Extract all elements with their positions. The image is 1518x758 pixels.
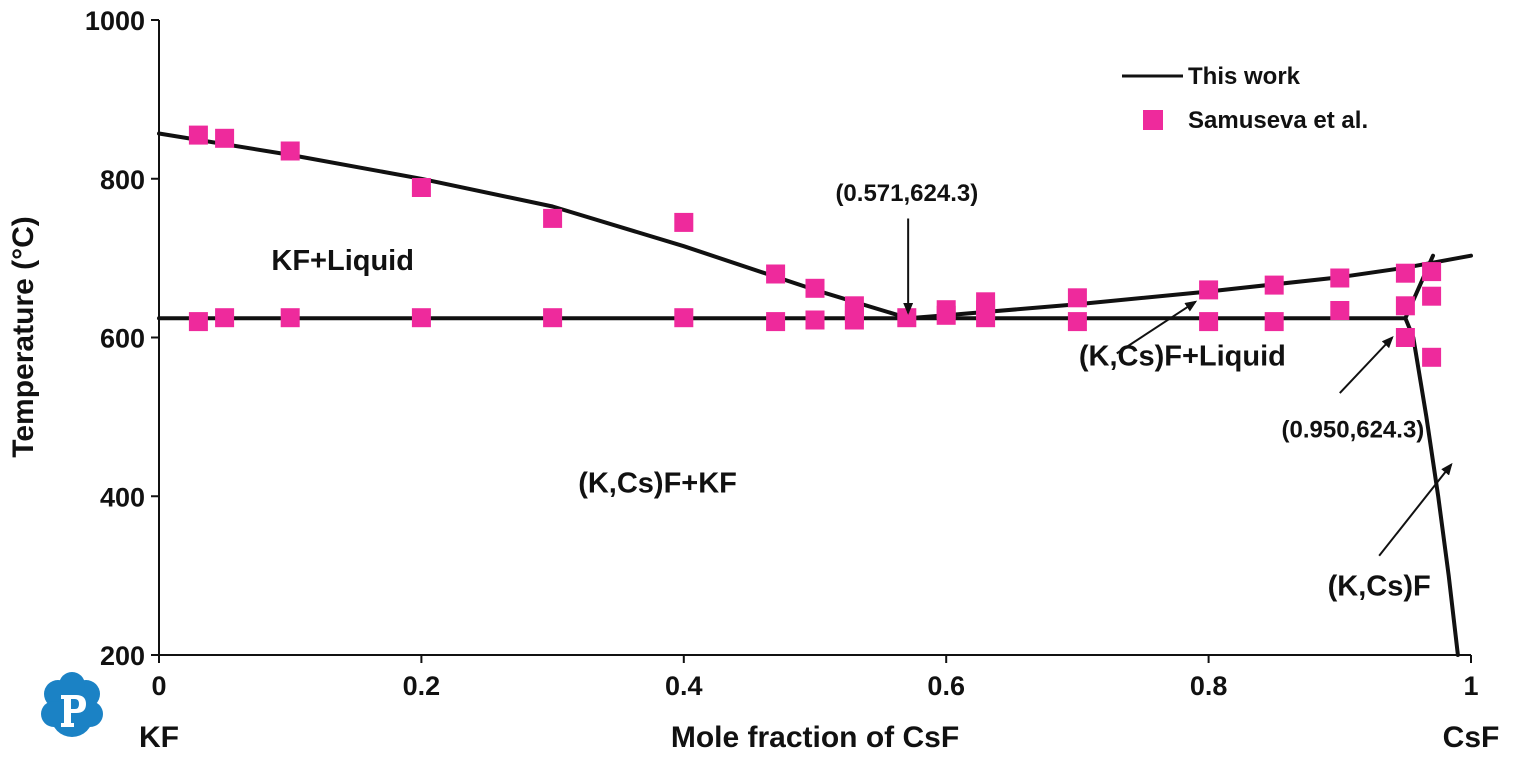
data-point-marker	[805, 310, 825, 330]
data-point-marker	[897, 308, 917, 328]
point-annotation-label: (0.571,624.3)	[835, 180, 978, 207]
axes: 0 0.2 0.4 0.6 0.8 1 200 400 600 800 1000	[85, 6, 1479, 701]
y-tick-label: 400	[100, 482, 145, 512]
data-point-marker	[976, 300, 996, 320]
data-point-marker	[1330, 268, 1350, 288]
data-point-marker	[215, 308, 235, 328]
data-point-marker	[1330, 301, 1350, 320]
legend: This work Samuseva et al.	[1122, 63, 1368, 134]
data-point-marker	[411, 308, 431, 328]
data-point-marker	[805, 278, 825, 298]
x-axis-title: Mole fraction of CsF	[671, 721, 959, 754]
data-point-marker	[543, 308, 563, 328]
annotation-arrow	[1378, 462, 1453, 557]
x-end-label-csf: CsF	[1443, 721, 1500, 754]
curve-liquidus-KF	[157, 131, 911, 321]
y-ticks: 200 400 600 800 1000	[85, 6, 159, 671]
data-point-marker	[188, 125, 208, 145]
annotation-labels: (0.571,624.3) (0.950,624.3)	[835, 180, 1424, 444]
data-point-marker	[674, 308, 694, 328]
data-point-marker	[1264, 312, 1284, 332]
data-point-marker	[1395, 263, 1415, 283]
y-tick-label: 1000	[85, 6, 145, 36]
phase-region-label: (K,Cs)F	[1328, 570, 1431, 602]
x-tick-label: 1	[1463, 671, 1478, 701]
data-point-marker	[411, 178, 431, 197]
phase-region-label: (K,Cs)F+Liquid	[1079, 340, 1286, 372]
legend-marker-swatch	[1143, 110, 1163, 130]
experimental-data-points	[188, 125, 1442, 367]
point-annotation-label: (0.950,624.3)	[1282, 417, 1425, 444]
data-point-marker	[1422, 347, 1442, 367]
region-labels: KF+Liquid (K,Cs)F+KF (K,Cs)F+Liquid (K,Cs)F	[271, 245, 1430, 602]
data-point-marker	[766, 264, 786, 284]
phase-region-label: (K,Cs)F+KF	[578, 467, 737, 499]
data-point-marker	[1395, 328, 1415, 347]
x-tick-label: 0.6	[927, 671, 965, 701]
data-point-marker	[1199, 312, 1219, 332]
y-axis-title: Temperature (°C)	[7, 216, 40, 457]
data-point-marker	[215, 128, 235, 148]
data-point-marker	[936, 305, 956, 325]
x-tick-label: 0	[151, 671, 166, 701]
legend-label-this-work: This work	[1188, 63, 1301, 90]
annotation-arrow	[1116, 300, 1198, 355]
data-point-marker	[543, 208, 563, 228]
x-tick-label: 0.4	[665, 671, 703, 701]
y-tick-label: 200	[100, 641, 145, 671]
curve-solvus	[1403, 316, 1460, 657]
phase-region-label: KF+Liquid	[271, 245, 414, 277]
phase-boundary-lines	[157, 131, 1473, 657]
publisher-logo-icon	[41, 672, 103, 737]
x-end-label-kf: KF	[139, 721, 179, 754]
data-point-marker	[1199, 280, 1219, 300]
data-point-marker	[1067, 288, 1087, 308]
data-point-marker	[1264, 275, 1284, 295]
data-point-marker	[188, 312, 208, 332]
x-ticks: 0 0.2 0.4 0.6 0.8 1	[151, 655, 1479, 701]
legend-label-samuseva: Samuseva et al.	[1188, 107, 1368, 134]
x-tick-label: 0.8	[1190, 671, 1228, 701]
data-point-marker	[674, 212, 694, 232]
data-point-marker	[280, 308, 300, 328]
data-point-marker	[844, 304, 864, 324]
data-point-marker	[766, 312, 786, 332]
annotation-arrow	[1339, 336, 1394, 394]
data-point-marker	[1422, 286, 1442, 306]
data-point-marker	[1395, 296, 1415, 316]
data-point-marker	[1422, 262, 1442, 282]
annotation-arrows	[903, 218, 1453, 557]
y-tick-label: 800	[100, 165, 145, 195]
y-tick-label: 600	[100, 324, 145, 354]
data-point-marker	[280, 141, 300, 161]
data-point-marker	[1067, 312, 1087, 332]
x-tick-label: 0.2	[403, 671, 441, 701]
